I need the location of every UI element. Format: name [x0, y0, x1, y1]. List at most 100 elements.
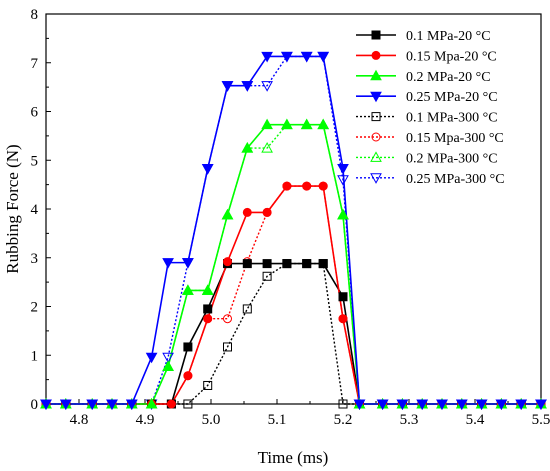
data-point [281, 118, 293, 130]
data-point [318, 259, 328, 269]
data-point [282, 181, 292, 191]
x-tick-label: 5.1 [268, 412, 287, 428]
data-point [145, 352, 158, 364]
data-point [223, 342, 232, 352]
data-point [300, 118, 313, 130]
data-point [302, 181, 312, 191]
data-point [221, 208, 234, 220]
series-line [46, 185, 541, 405]
data-point [223, 257, 232, 267]
y-tick-label: 1 [31, 348, 39, 364]
legend-label: 0.15 Mpa-20 °C [406, 49, 497, 64]
data-point [261, 118, 273, 130]
x-tick-label: 5.3 [400, 412, 419, 428]
data-point [241, 142, 254, 153]
data-point [317, 118, 330, 130]
data-point [535, 399, 547, 411]
y-tick-label: 5 [31, 153, 39, 169]
y-tick-label: 2 [31, 300, 39, 316]
legend-marker [371, 50, 381, 60]
y-tick-label: 0 [31, 397, 39, 413]
data-point [86, 399, 99, 411]
data-point [162, 352, 174, 364]
legend-label: 0.1 MPa-20 °C [406, 29, 491, 44]
data-point [125, 399, 138, 411]
data-point [338, 399, 348, 409]
series-line [46, 262, 541, 405]
x-tick-label: 5.0 [202, 412, 221, 428]
series-lines [46, 55, 541, 405]
x-tick-label: 5.5 [532, 412, 550, 428]
y-tick-label: 8 [31, 7, 39, 23]
data-point [162, 360, 174, 371]
data-point [338, 314, 348, 324]
legend-marker [370, 91, 382, 103]
data-point [318, 181, 328, 191]
legend-marker [370, 151, 382, 162]
legend-marker [371, 30, 381, 40]
data-point [242, 207, 252, 217]
data-point [515, 399, 528, 411]
data-point [201, 164, 214, 175]
data-point [223, 314, 232, 324]
legend-label: 0.25 MPa-300 °C [406, 172, 505, 187]
legend-marker [370, 173, 382, 184]
legend-label: 0.1 MPa-300 °C [406, 111, 498, 126]
data-point [337, 164, 349, 175]
x-tick-label: 4.9 [136, 412, 155, 428]
data-point [182, 258, 194, 269]
legend-marker [371, 132, 381, 142]
x-tick-label: 5.2 [334, 412, 353, 428]
data-point [475, 399, 488, 411]
data-point [262, 259, 272, 269]
data-point [281, 51, 293, 63]
legend: 0.1 MPa-20 °C 0.15 Mpa-20 °C 0.2 MPa-20 °C… [356, 29, 505, 187]
data-point [183, 342, 193, 352]
data-point [261, 51, 273, 63]
data-point [242, 259, 252, 269]
legend-label: 0.2 MPa-300 °C [406, 151, 498, 166]
y-axis: 0 1 2 3 4 5 6 7 8 [31, 7, 51, 413]
data-point [337, 208, 349, 220]
y-tick-label: 4 [31, 202, 39, 218]
series-line [46, 262, 541, 405]
series-line [46, 55, 541, 405]
data-point [201, 284, 214, 295]
data-point [261, 142, 273, 153]
x-tick-label: 4.8 [70, 412, 89, 428]
x-axis-title: Time (ms) [258, 448, 329, 467]
data-point [337, 175, 349, 186]
y-tick-label: 6 [31, 105, 39, 121]
series-line [46, 185, 541, 405]
data-point [436, 399, 448, 411]
data-point [261, 81, 273, 92]
data-point [221, 81, 234, 92]
data-point [203, 304, 213, 314]
series-markers [40, 51, 547, 411]
data-point [262, 207, 272, 217]
data-point [162, 258, 174, 269]
x-tick-label: 5.4 [466, 412, 485, 428]
series-line [46, 55, 541, 405]
data-point [376, 399, 389, 411]
data-point [203, 314, 213, 324]
legend-label: 0.2 MPa-20 °C [406, 70, 491, 85]
data-point [166, 399, 176, 409]
data-point [300, 51, 313, 63]
y-tick-label: 3 [31, 251, 39, 267]
data-point [338, 292, 348, 302]
data-point [183, 399, 193, 409]
y-axis-title: Rubbing Force (N) [3, 144, 22, 273]
data-point [455, 399, 468, 411]
legend-marker [370, 69, 382, 81]
legend-label: 0.15 Mpa-300 °C [406, 131, 504, 146]
data-point [262, 271, 272, 281]
data-point [302, 259, 312, 269]
data-point [396, 399, 409, 411]
data-point [59, 399, 72, 411]
data-point [106, 399, 118, 411]
data-point [183, 371, 193, 381]
data-point [282, 259, 292, 269]
legend-marker [371, 112, 381, 122]
